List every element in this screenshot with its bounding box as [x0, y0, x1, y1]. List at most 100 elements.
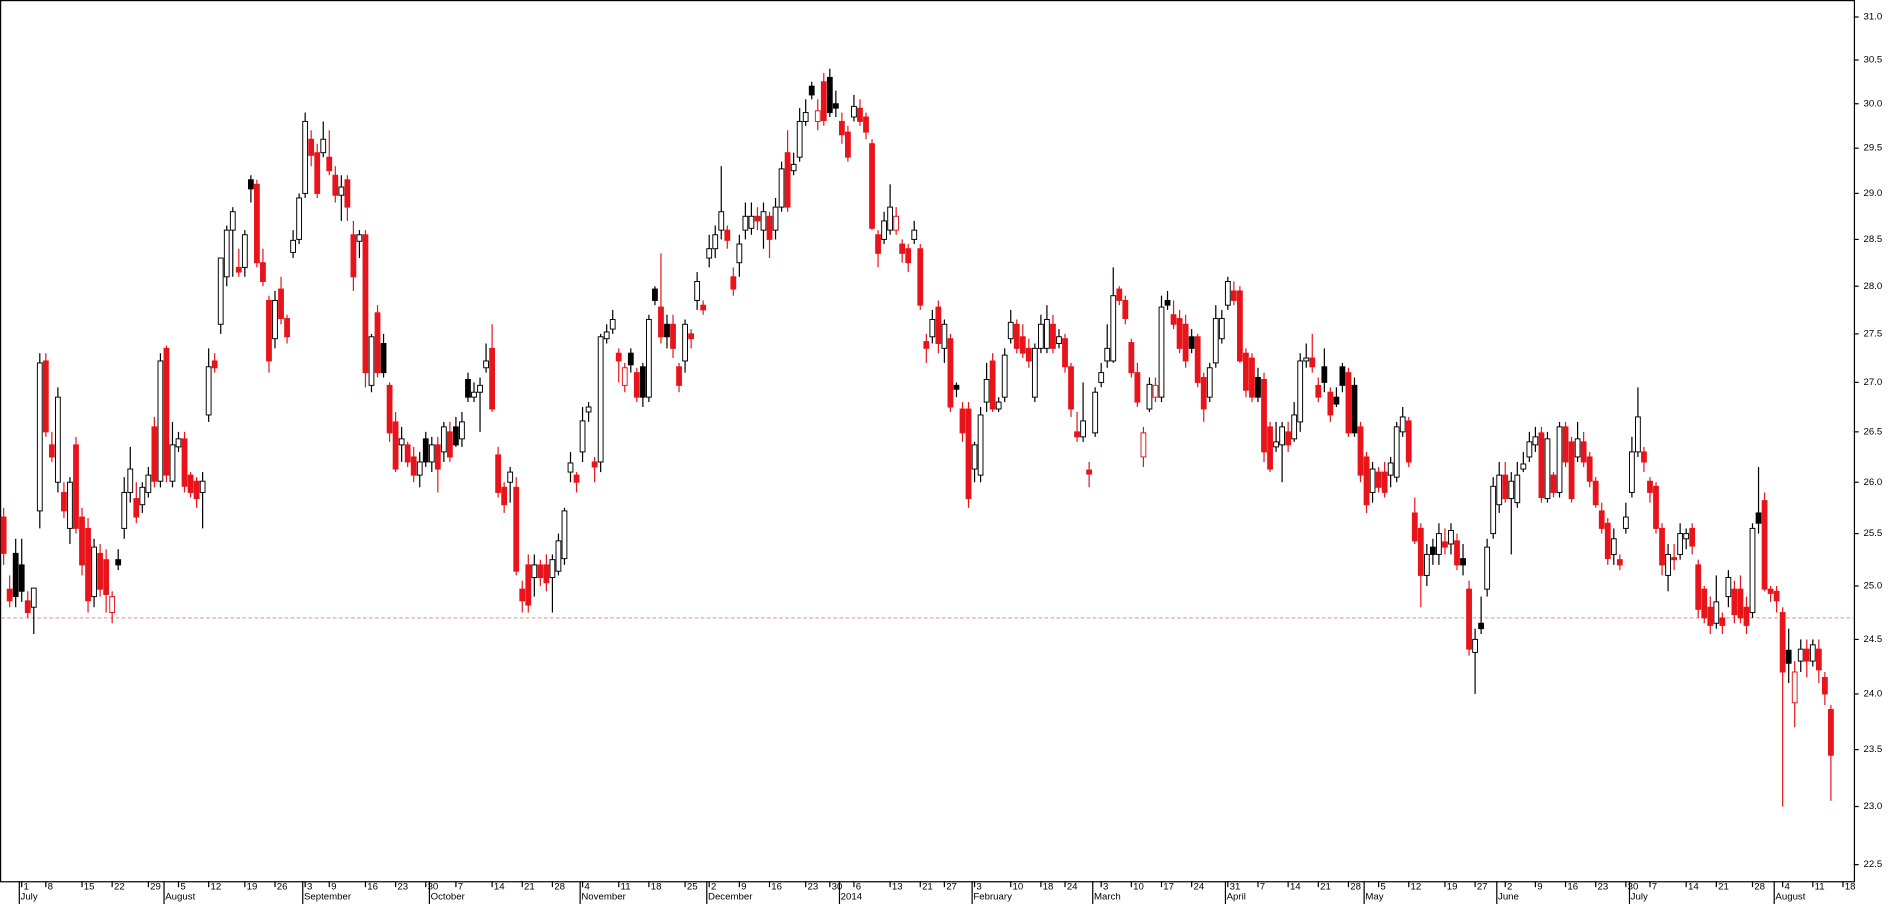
x-tick-label: 30	[428, 882, 439, 893]
candle-body	[1200, 377, 1207, 410]
x-tick-label: 7	[458, 882, 463, 893]
x-tick-label: 21	[922, 882, 933, 893]
candle-body	[1448, 530, 1454, 545]
x-tick-label: 12	[1411, 882, 1422, 893]
x-tick-label: 4	[584, 882, 590, 893]
candle-body	[1671, 557, 1677, 561]
x-tick-label: 3	[307, 882, 312, 893]
candle-body	[181, 438, 188, 487]
candle-body	[760, 211, 767, 231]
candle-body	[1683, 533, 1690, 540]
candle-body	[223, 229, 230, 278]
x-tick-label: 5	[180, 882, 185, 893]
x-tick-label: 10	[1013, 882, 1024, 893]
candle-body	[923, 341, 930, 349]
candle-body	[808, 85, 815, 96]
candle-body	[652, 288, 658, 301]
candle-body	[537, 564, 544, 579]
candle-body	[368, 336, 375, 386]
x-tick-label: 23	[808, 882, 819, 893]
candle-body	[513, 486, 520, 572]
candle-body	[1158, 306, 1165, 398]
candle-body	[585, 406, 592, 413]
candle-body	[1363, 456, 1370, 506]
candle-body	[507, 471, 514, 483]
x-tick-label: 14	[494, 882, 505, 893]
month-label: July	[21, 891, 38, 902]
candle-body	[881, 220, 887, 240]
candle-body	[1568, 441, 1575, 500]
x-tick-label: 11	[1815, 882, 1825, 893]
x-tick-label: 28	[554, 882, 565, 893]
candle-body	[1080, 420, 1086, 438]
candle-body	[1701, 588, 1708, 619]
candle-body	[1068, 366, 1074, 410]
candle-body	[1411, 512, 1418, 542]
candle-body	[1176, 318, 1183, 349]
candle-body	[1508, 480, 1515, 500]
candle-body	[911, 229, 918, 240]
x-tick-label: 7	[1260, 882, 1265, 893]
candle-body	[501, 486, 508, 506]
x-tick-label: 27	[946, 882, 957, 893]
candle-body	[1128, 342, 1135, 374]
candle-body	[284, 318, 290, 338]
candle-body	[54, 396, 61, 483]
candle-body	[266, 299, 272, 362]
candle-body	[965, 408, 972, 500]
candle-body	[989, 360, 996, 410]
candle-body	[211, 360, 218, 369]
candle-body	[1472, 638, 1478, 653]
y-tick-label: 23.0	[1863, 801, 1882, 812]
candle-body	[899, 243, 906, 254]
candle-body	[1423, 553, 1430, 576]
candle-body	[995, 401, 1002, 410]
candle-body	[314, 152, 321, 194]
candle-body	[1466, 588, 1472, 650]
candle-body	[127, 468, 134, 493]
candle-body	[1538, 432, 1545, 499]
candle-body	[308, 138, 315, 156]
candle-body	[320, 138, 327, 154]
candle-body	[61, 491, 67, 512]
candle-body	[838, 120, 845, 136]
candle-body	[1188, 336, 1195, 349]
candle-body	[1019, 336, 1026, 354]
x-tick-label: 16	[367, 882, 378, 893]
candle-body	[133, 498, 140, 518]
candle-body	[1399, 416, 1406, 433]
candle-body	[935, 306, 942, 344]
candle-body	[12, 552, 19, 598]
candle-body	[103, 559, 110, 595]
candle-body	[863, 116, 869, 133]
candle-body	[1713, 601, 1720, 624]
candle-body	[1031, 347, 1038, 398]
candle-body	[688, 333, 695, 340]
candle-body	[1562, 426, 1569, 463]
candle-body	[784, 152, 791, 208]
candle-body	[1315, 384, 1322, 398]
candle-body	[682, 323, 688, 362]
y-tick-label: 29.5	[1863, 143, 1882, 154]
candle-body	[85, 527, 91, 602]
candle-body	[440, 426, 447, 453]
candle-body	[869, 143, 875, 229]
candle-body	[42, 360, 49, 433]
candle-body	[121, 491, 128, 529]
candle-body	[1556, 426, 1563, 493]
candle-body	[1719, 617, 1726, 626]
candle-body	[1785, 649, 1792, 664]
candle-body	[1773, 590, 1780, 602]
candle-body	[766, 215, 773, 240]
candle-body	[404, 444, 411, 463]
x-tick-label: 14	[1688, 882, 1699, 893]
candle-body	[748, 215, 755, 229]
candle-body	[465, 378, 471, 398]
candle-body	[272, 299, 278, 340]
month-label: 2014	[841, 891, 863, 902]
candle-body	[1273, 441, 1279, 448]
candle-body	[633, 372, 640, 398]
candle-body	[338, 186, 345, 196]
candle-body	[1586, 456, 1593, 482]
candle-body	[1050, 323, 1056, 349]
